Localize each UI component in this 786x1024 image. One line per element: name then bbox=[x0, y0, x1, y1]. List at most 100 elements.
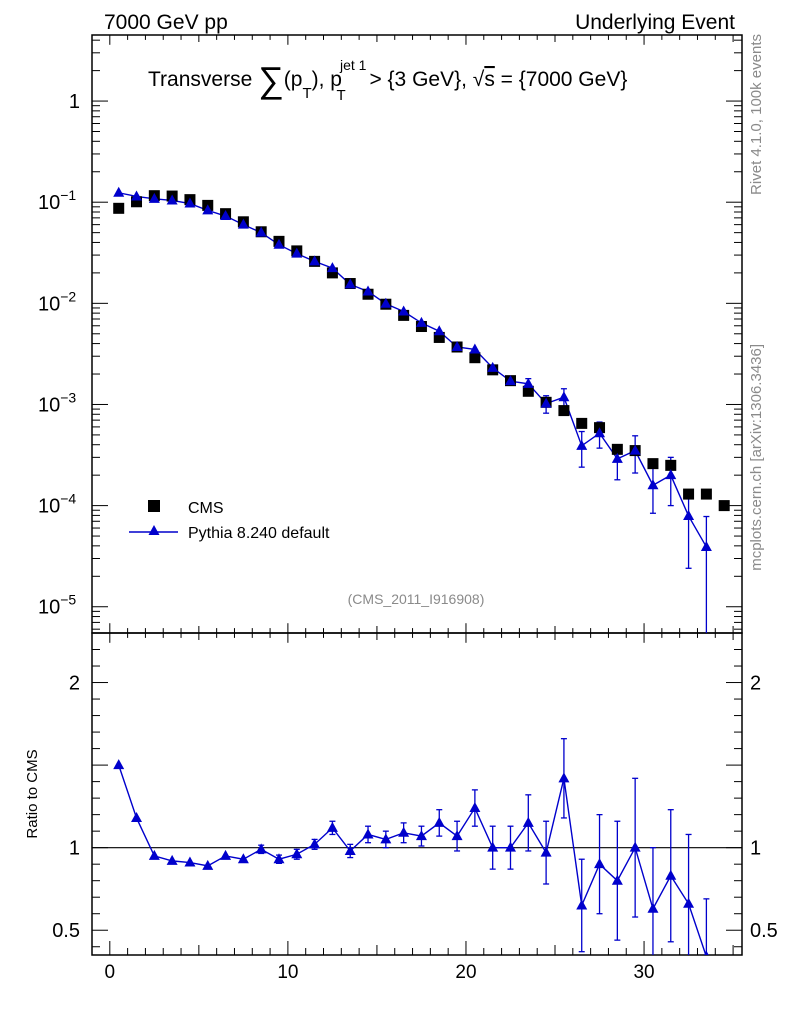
ratio-marker bbox=[487, 841, 499, 852]
ratio-marker bbox=[558, 772, 570, 783]
cms-marker bbox=[665, 459, 677, 471]
ratio-marker bbox=[380, 833, 392, 844]
cms-marker bbox=[576, 417, 588, 429]
y-tick-label: 1 bbox=[69, 91, 80, 113]
pythia-marker bbox=[629, 444, 641, 455]
cms-marker bbox=[558, 405, 570, 417]
ratio-marker bbox=[451, 830, 463, 841]
y-tick-label: 10−5 bbox=[38, 592, 76, 619]
pythia-marker bbox=[113, 186, 125, 197]
x-tick-label: 10 bbox=[277, 962, 298, 983]
pythia-marker bbox=[309, 255, 321, 266]
ratio-marker bbox=[184, 856, 196, 867]
y-tick-label: 10−1 bbox=[38, 187, 76, 214]
pythia-marker bbox=[451, 341, 463, 352]
ratio-y-tick-label: 2 bbox=[69, 673, 80, 695]
ratio-line bbox=[118, 764, 707, 955]
cms-marker bbox=[700, 488, 712, 500]
ratio-marker bbox=[594, 858, 606, 869]
pythia-marker bbox=[487, 361, 499, 372]
cms-marker bbox=[326, 267, 338, 279]
cms-marker bbox=[131, 196, 143, 208]
ratio-marker bbox=[309, 838, 321, 849]
ratio-ylabel: Ratio to CMS bbox=[24, 749, 41, 838]
x-tick-label: 30 bbox=[633, 962, 654, 983]
axes-ticks: 0 10 20 30 1 10−1 10−2 10−3 10−4 10−5 2 2 1 1 0.5 0.5 bbox=[38, 35, 778, 983]
ratio-marker bbox=[665, 869, 677, 880]
header-right: Underlying Event bbox=[575, 11, 735, 34]
ratio-marker bbox=[703, 950, 709, 955]
ratio-marker bbox=[148, 849, 160, 860]
pythia-marker bbox=[594, 427, 606, 438]
analysis-watermark: (CMS_2011_I916908) bbox=[348, 591, 485, 607]
y-tick-label: 10−3 bbox=[38, 389, 76, 416]
pythia-marker bbox=[291, 247, 303, 258]
legend-cms-label: CMS bbox=[188, 500, 224, 517]
pythia-marker bbox=[273, 238, 285, 249]
pythia-marker bbox=[237, 218, 249, 229]
pythia-marker bbox=[131, 190, 143, 201]
pythia-marker bbox=[665, 469, 677, 480]
ratio-marker bbox=[433, 816, 445, 827]
cms-marker bbox=[718, 500, 730, 512]
cms-marker bbox=[469, 352, 481, 364]
pythia-marker bbox=[540, 397, 552, 408]
cms-marker bbox=[611, 443, 623, 455]
rivet-label: Rivet 4.1.0, 100k events bbox=[748, 34, 765, 195]
ratio-marker bbox=[326, 821, 338, 832]
x-tick-label: 0 bbox=[105, 962, 116, 983]
ratio-frame bbox=[91, 632, 743, 956]
ratio-y-tick-label-right: 0.5 bbox=[750, 920, 778, 942]
mcplots-label: mcplots.cern.ch [arXiv:1306.3436] bbox=[748, 344, 765, 571]
ratio-marker bbox=[362, 828, 374, 839]
ratio-marker bbox=[629, 841, 641, 852]
ratio-marker bbox=[611, 874, 623, 885]
y-tick-label: 10−4 bbox=[38, 491, 76, 518]
ratio-marker bbox=[344, 844, 356, 855]
ratio-marker bbox=[522, 816, 534, 827]
pythia-marker bbox=[469, 343, 481, 354]
pythia-marker bbox=[611, 452, 623, 463]
ratio-marker bbox=[273, 853, 285, 864]
ratio-marker bbox=[113, 759, 125, 770]
pythia-marker bbox=[647, 479, 659, 490]
ratio-y-tick-label: 1 bbox=[69, 838, 80, 860]
ratio-marker bbox=[683, 897, 695, 908]
ratio-marker bbox=[540, 846, 552, 857]
pythia-marker bbox=[683, 509, 695, 520]
cms-marker bbox=[683, 488, 695, 500]
pythia-marker bbox=[255, 226, 267, 237]
ratio-marker bbox=[131, 811, 143, 822]
ratio-marker bbox=[647, 902, 659, 913]
pythia-marker bbox=[433, 325, 445, 336]
pythia-marker bbox=[362, 285, 374, 296]
ratio-marker bbox=[469, 802, 481, 813]
data-marks bbox=[113, 186, 730, 955]
pythia-marker bbox=[184, 197, 196, 208]
pythia-marker bbox=[576, 439, 588, 450]
pythia-marker bbox=[380, 297, 392, 308]
pythia-marker bbox=[504, 375, 516, 386]
x-tick-label: 20 bbox=[455, 962, 476, 983]
legend-pythia-label: Pythia 8.240 default bbox=[188, 525, 330, 542]
pythia-marker bbox=[148, 192, 160, 203]
ratio-marker bbox=[398, 826, 410, 837]
pythia-marker bbox=[522, 377, 534, 388]
cms-marker bbox=[647, 458, 659, 470]
header-left: 7000 GeV pp bbox=[104, 11, 228, 34]
pythia-marker bbox=[166, 194, 178, 205]
pythia-marker bbox=[202, 204, 214, 215]
pythia-marker bbox=[398, 305, 410, 316]
ratio-y-tick-label-right: 1 bbox=[750, 838, 761, 860]
legend-cms-marker bbox=[148, 500, 160, 512]
legend-pythia-marker bbox=[148, 525, 160, 535]
main-frame bbox=[91, 34, 743, 634]
ratio-marker bbox=[237, 853, 249, 864]
cms-marker bbox=[113, 202, 125, 214]
pythia-marker bbox=[344, 278, 356, 289]
ratio-y-tick-label: 0.5 bbox=[52, 920, 80, 942]
ratio-y-tick-label-right: 2 bbox=[750, 673, 761, 695]
pythia-marker bbox=[220, 210, 232, 221]
